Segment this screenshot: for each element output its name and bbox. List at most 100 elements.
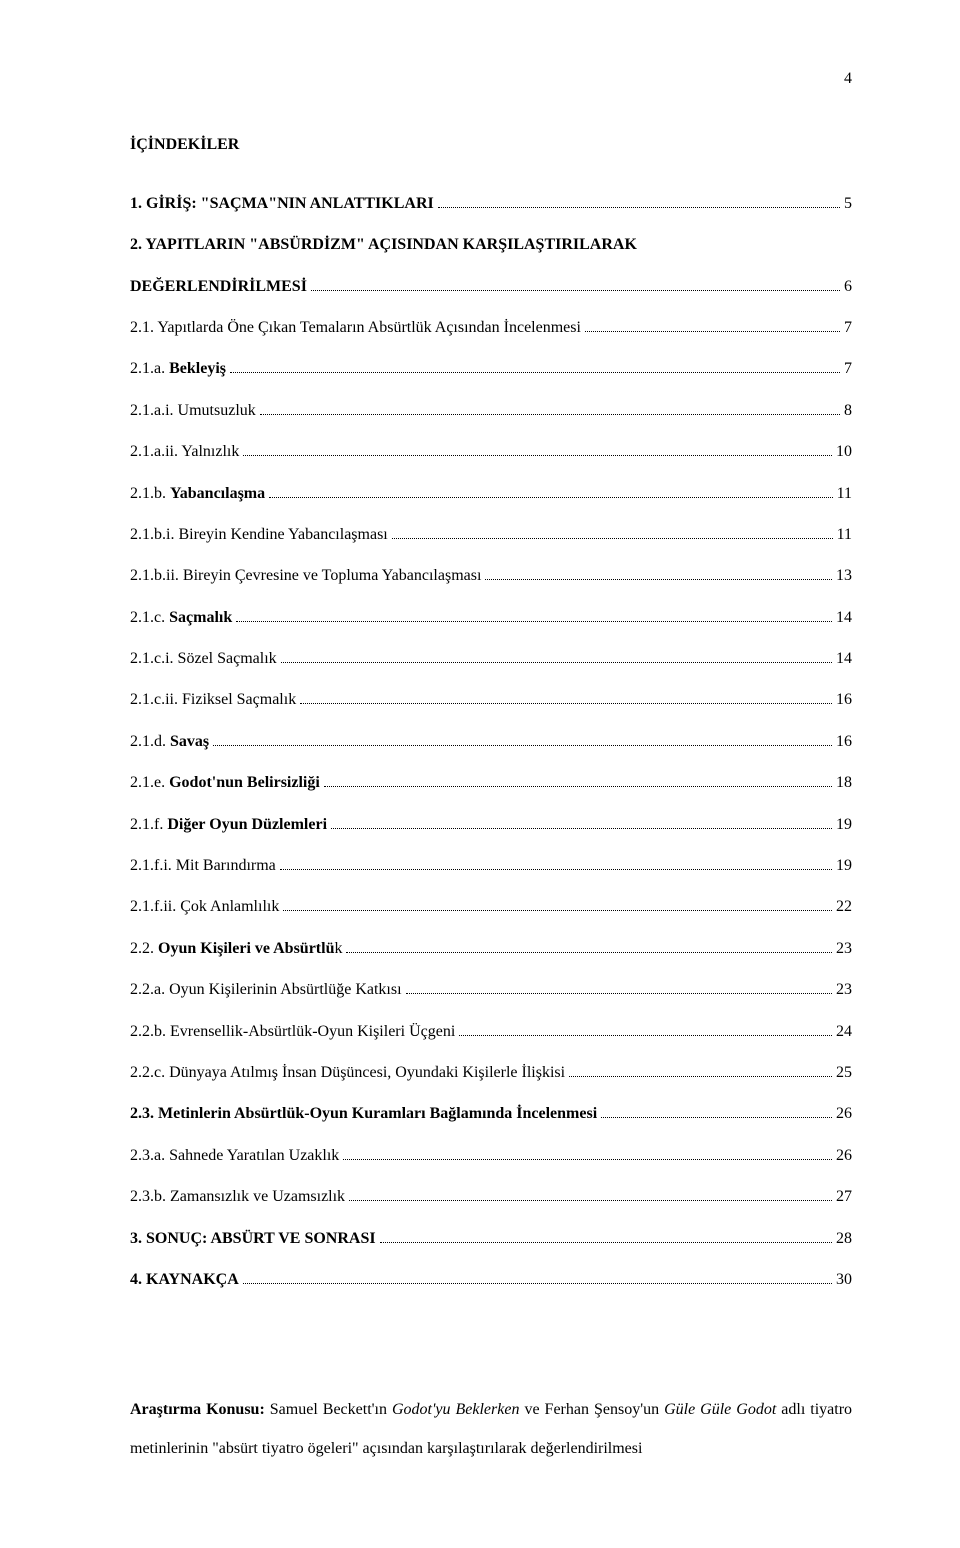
toc-entry: 2.2.c. Dünyaya Atılmış İnsan Düşüncesi, … [130, 1058, 852, 1088]
toc-page: 14 [836, 603, 852, 633]
toc-leader [236, 621, 832, 622]
toc-leader [585, 331, 840, 332]
toc-leader [283, 910, 832, 911]
toc-leader [281, 662, 832, 663]
toc-leader [230, 372, 840, 373]
toc-leader [260, 414, 840, 415]
toc-entry: 2.2. Oyun Kişileri ve Absürtlük 23 [130, 934, 852, 964]
toc-leader [243, 1283, 832, 1284]
toc-entry: 2.1.f.ii. Çok Anlamlılık 22 [130, 892, 852, 922]
toc-page: 10 [836, 437, 852, 467]
research-text-2: ve Ferhan Şensoy'un [519, 1401, 664, 1418]
toc-label: 2.1.c. Saçmalık [130, 603, 232, 633]
toc-entry: 2.2.a. Oyun Kişilerinin Absürtlüğe Katkı… [130, 975, 852, 1005]
toc-page: 11 [837, 479, 852, 509]
toc-page: 19 [836, 810, 852, 840]
toc-label: 2.3.a. Sahnede Yaratılan Uzaklık [130, 1141, 339, 1171]
toc-leader [485, 579, 832, 580]
toc-leader [392, 538, 833, 539]
research-topic: Araştırma Konusu: Samuel Beckett'ın Godo… [130, 1391, 852, 1468]
toc-label: 2.3. Metinlerin Absürtlük-Oyun Kuramları… [130, 1099, 597, 1129]
toc-entry: 1. GİRİŞ: "SAÇMA"NIN ANLATTIKLARI5 [130, 189, 852, 219]
toc-page: 19 [836, 851, 852, 881]
toc-entry: DEĞERLENDİRİLMESİ 6 [130, 272, 852, 302]
toc-leader [343, 1159, 832, 1160]
toc-label: 2.1.c.i. Sözel Saçmalık [130, 644, 277, 674]
toc-leader [213, 745, 832, 746]
toc-label: 3. SONUÇ: ABSÜRT VE SONRASI [130, 1224, 376, 1254]
toc-page: 27 [836, 1182, 852, 1212]
toc-leader [243, 455, 832, 456]
research-italic-2: Güle Güle Godot [664, 1401, 776, 1418]
toc-entry: 3. SONUÇ: ABSÜRT VE SONRASI 28 [130, 1224, 852, 1254]
toc-entry: 2.1.b. Yabancılaşma11 [130, 479, 852, 509]
toc-page: 7 [844, 354, 852, 384]
toc-label: 2.2. Oyun Kişileri ve Absürtlük [130, 934, 342, 964]
toc-label: 2.1.b.i. Bireyin Kendine Yabancılaşması [130, 520, 388, 550]
toc-entry: 2.3.a. Sahnede Yaratılan Uzaklık26 [130, 1141, 852, 1171]
toc-label: 2.1.a.ii. Yalnızlık [130, 437, 239, 467]
page-number: 4 [130, 64, 852, 94]
toc-page: 23 [836, 934, 852, 964]
toc-entry: 2.1. Yapıtlarda Öne Çıkan Temaların Absü… [130, 313, 852, 343]
toc-entry: 2.3.b. Zamansızlık ve Uzamsızlık 27 [130, 1182, 852, 1212]
toc-label: 2.1.c.ii. Fiziksel Saçmalık [130, 685, 296, 715]
toc-page: 26 [836, 1099, 852, 1129]
toc-label: 2.1.f. Diğer Oyun Düzlemleri [130, 810, 327, 840]
toc-entry: 2.1.a. Bekleyiş 7 [130, 354, 852, 384]
toc-page: 30 [836, 1265, 852, 1295]
toc-page: 16 [836, 727, 852, 757]
toc-page: 24 [836, 1017, 852, 1047]
toc-label: 2.2.b. Evrensellik-Absürtlük-Oyun Kişile… [130, 1017, 455, 1047]
research-italic-1: Godot'yu Beklerken [392, 1401, 519, 1418]
toc-entry: 2.1.f.i. Mit Barındırma 19 [130, 851, 852, 881]
toc-title: İÇİNDEKİLER [130, 130, 852, 160]
toc-entry: 2.1.a.ii. Yalnızlık 10 [130, 437, 852, 467]
toc-entry: 2.1.e. Godot'nun Belirsizliği 18 [130, 768, 852, 798]
toc-label: 2.1.f.ii. Çok Anlamlılık [130, 892, 279, 922]
toc-label: 2.1.d. Savaş [130, 727, 209, 757]
toc-label: 2.1.f.i. Mit Barındırma [130, 851, 276, 881]
toc-page: 22 [836, 892, 852, 922]
toc-page: 23 [836, 975, 852, 1005]
toc-leader [459, 1035, 832, 1036]
toc-label: 2.1.e. Godot'nun Belirsizliği [130, 768, 320, 798]
toc-entry: 2. YAPITLARIN "ABSÜRDİZM" AÇISINDAN KARŞ… [130, 230, 852, 260]
toc-page: 14 [836, 644, 852, 674]
toc-leader [311, 290, 840, 291]
toc-leader [349, 1200, 832, 1201]
toc-page: 8 [844, 396, 852, 426]
toc-label: 2. YAPITLARIN "ABSÜRDİZM" AÇISINDAN KARŞ… [130, 230, 637, 260]
research-label: Araştırma Konusu: [130, 1401, 270, 1418]
toc-entry: 2.1.c.i. Sözel Saçmalık 14 [130, 644, 852, 674]
toc-label: 2.2.a. Oyun Kişilerinin Absürtlüğe Katkı… [130, 975, 402, 1005]
toc-page: 6 [844, 272, 852, 302]
toc-leader [324, 786, 832, 787]
toc-label: 4. KAYNAKÇA [130, 1265, 239, 1295]
toc-page: 11 [837, 520, 852, 550]
toc-label: 2.2.c. Dünyaya Atılmış İnsan Düşüncesi, … [130, 1058, 565, 1088]
toc-page: 18 [836, 768, 852, 798]
toc-page: 13 [836, 561, 852, 591]
toc-entry: 2.1.c. Saçmalık 14 [130, 603, 852, 633]
research-text-1: Samuel Beckett'ın [270, 1401, 392, 1418]
toc-entry: 2.1.a.i. Umutsuzluk 8 [130, 396, 852, 426]
toc-leader [406, 993, 832, 994]
toc-label: 2.1.a.i. Umutsuzluk [130, 396, 256, 426]
toc-leader [569, 1076, 832, 1077]
toc-label: DEĞERLENDİRİLMESİ [130, 272, 307, 302]
toc-entry: 2.1.d. Savaş 16 [130, 727, 852, 757]
toc-list: 1. GİRİŞ: "SAÇMA"NIN ANLATTIKLARI5 2. YAP… [130, 189, 852, 1296]
toc-page: 28 [836, 1224, 852, 1254]
toc-label: 2.1.a. Bekleyiş [130, 354, 226, 384]
toc-page: 7 [844, 313, 852, 343]
toc-leader [280, 869, 832, 870]
toc-label: 2.1. Yapıtlarda Öne Çıkan Temaların Absü… [130, 313, 581, 343]
toc-leader [331, 828, 832, 829]
toc-page: 5 [844, 189, 852, 219]
toc-label: 2.1.b.ii. Bireyin Çevresine ve Topluma Y… [130, 561, 481, 591]
toc-page: 25 [836, 1058, 852, 1088]
toc-page: 16 [836, 685, 852, 715]
toc-entry: 2.1.f. Diğer Oyun Düzlemleri 19 [130, 810, 852, 840]
toc-label: 2.3.b. Zamansızlık ve Uzamsızlık [130, 1182, 345, 1212]
